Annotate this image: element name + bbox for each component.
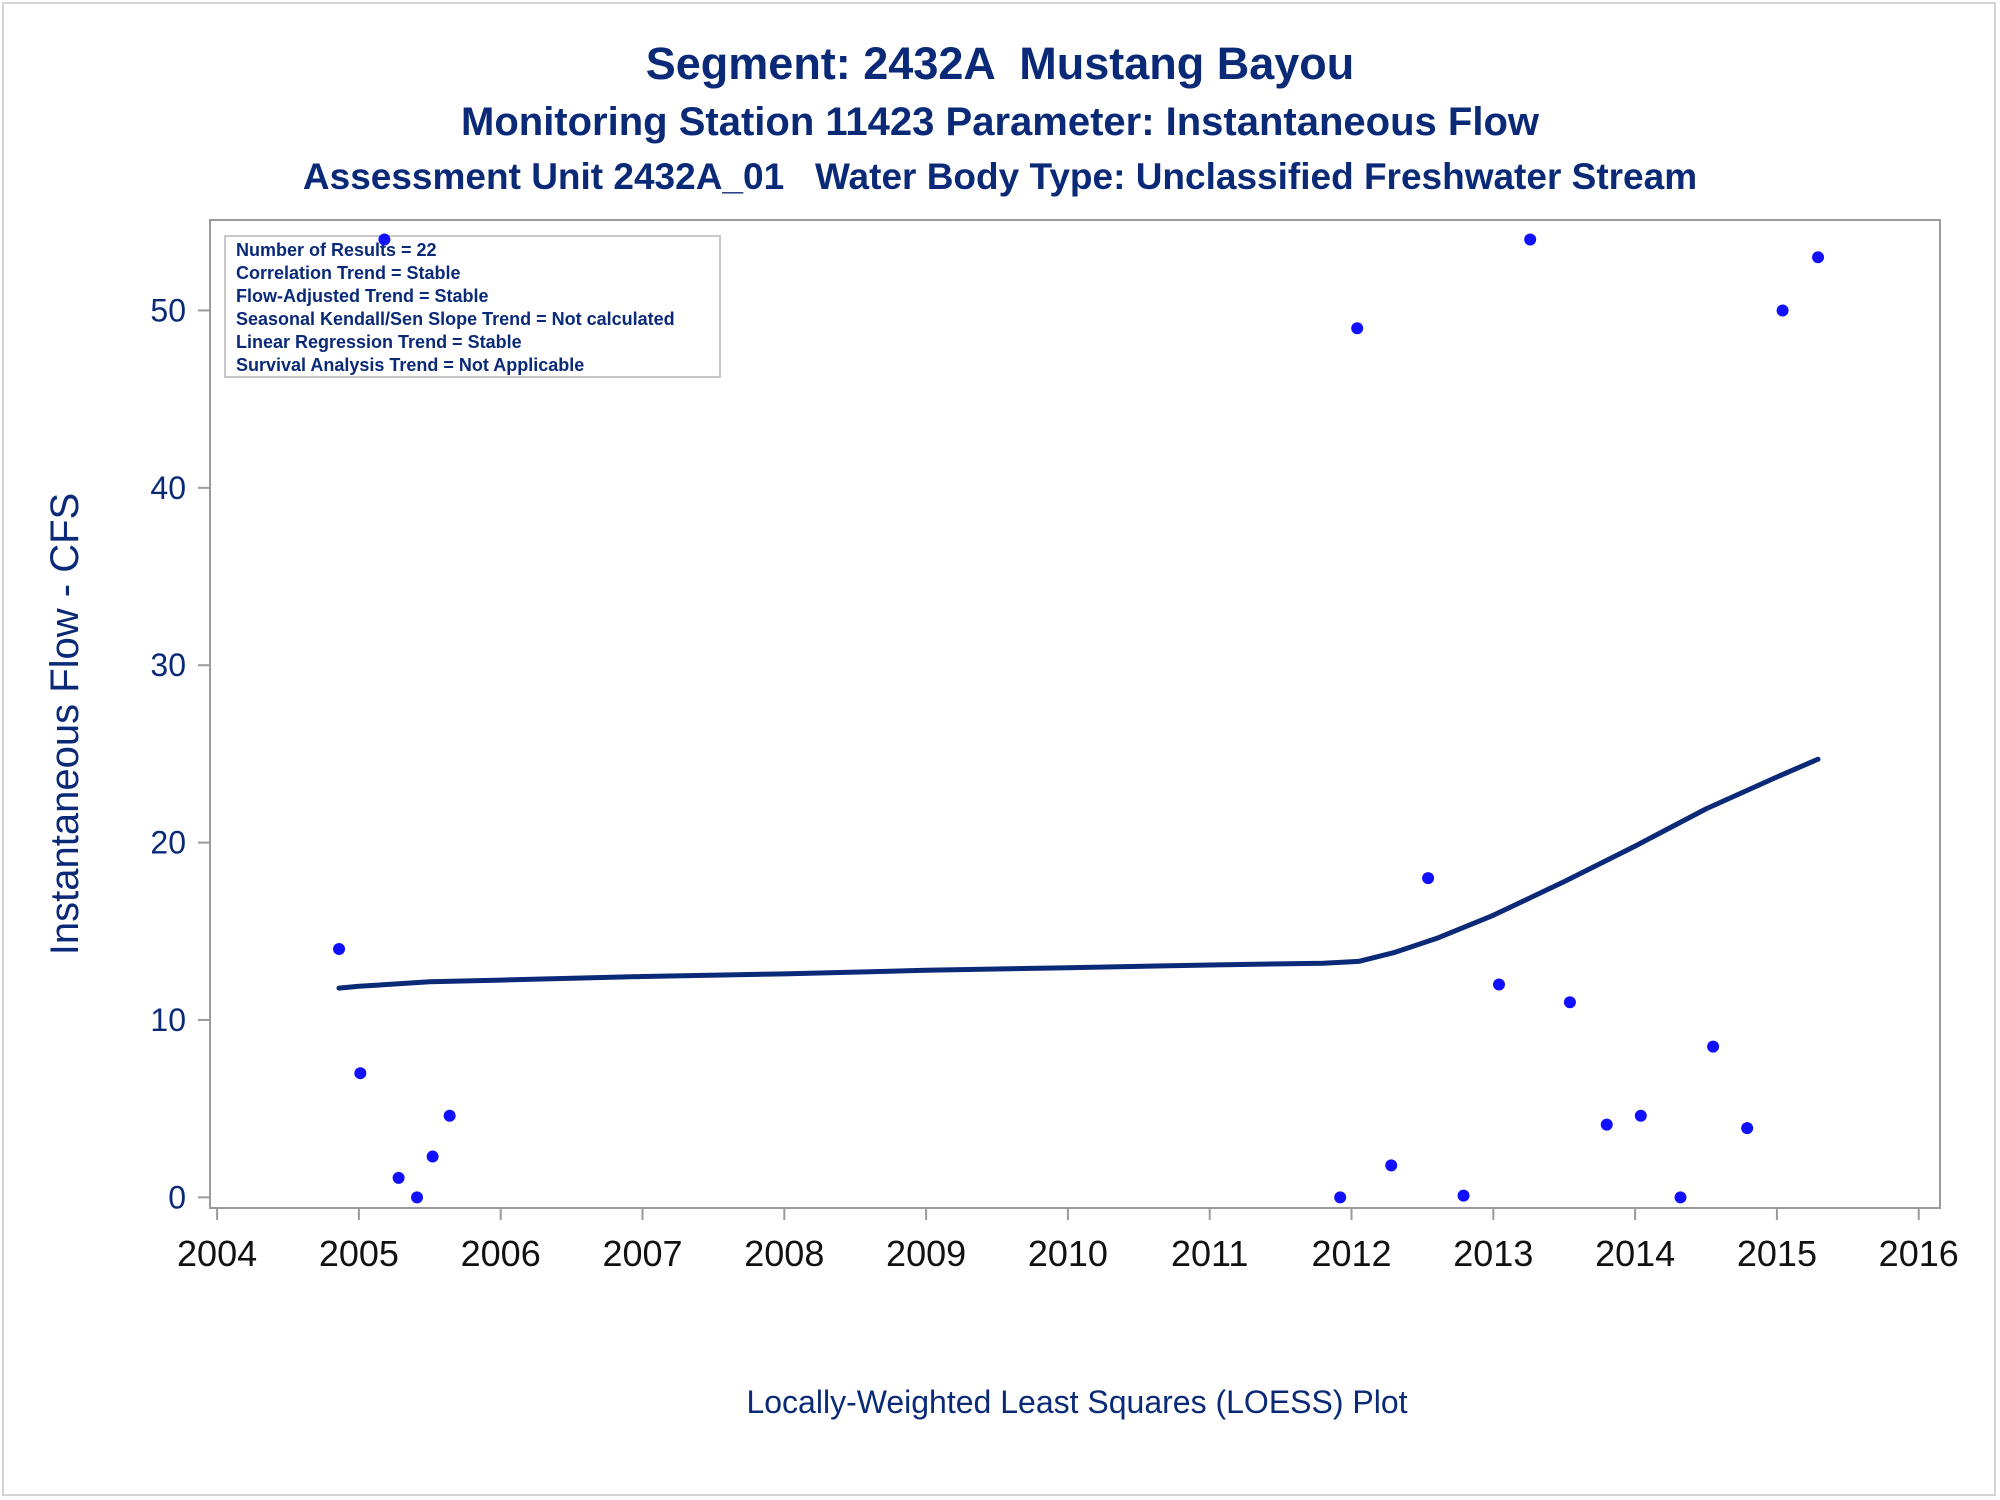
loess-trend-line [336,756,1821,991]
y-tick-label: 10 [150,1002,186,1038]
y-tick-label: 30 [150,647,186,683]
chart-title: Segment: 2432A Mustang Bayou [645,38,1355,89]
data-point [1492,978,1505,991]
chart-footnote: Locally-Weighted Least Squares (LOESS) P… [746,1384,1407,1420]
x-tick-label: 2013 [1453,1233,1533,1274]
x-tick-label: 2009 [886,1233,966,1274]
x-tick-label: 2007 [602,1233,682,1274]
stats-legend-line: Seasonal Kendall/Sen Slope Trend = Not c… [236,309,675,329]
plot-area [209,219,1941,1209]
y-tick-label: 40 [150,470,186,506]
data-point [1457,1189,1470,1202]
y-tick-label: 0 [168,1179,186,1215]
data-point [1674,1191,1687,1204]
stats-legend-line: Correlation Trend = Stable [236,263,461,283]
x-tick-label: 2008 [744,1233,824,1274]
data-point [1741,1122,1754,1135]
data-point [1524,233,1537,246]
data-point [1385,1159,1398,1172]
y-tick-label: 20 [150,825,186,861]
x-tick-label: 2004 [177,1233,257,1274]
stats-legend-line: Flow-Adjusted Trend = Stable [236,286,489,306]
data-point [1812,251,1825,264]
x-tick-label: 2011 [1171,1233,1248,1274]
x-tick-label: 2010 [1028,1233,1108,1274]
data-point [392,1171,405,1184]
x-tick-label: 2012 [1311,1233,1391,1274]
data-point [1334,1191,1347,1204]
data-point [1600,1118,1613,1131]
y-axis-title: Instantaneous Flow - CFS [43,493,87,955]
data-point [378,233,391,246]
data-point [333,943,346,956]
data-point [1776,304,1789,317]
chart-subtitle: Monitoring Station 11423 Parameter: Inst… [461,100,1539,144]
x-tick-label: 2005 [319,1233,399,1274]
chart-subtitle-2: Assessment Unit 2432A_01 Water Body Type… [302,156,1698,197]
data-point [1422,872,1435,885]
data-point [1563,996,1576,1009]
data-point [1351,322,1364,335]
stats-legend-line: Linear Regression Trend = Stable [236,332,522,352]
stats-legend-line: Survival Analysis Trend = Not Applicable [236,355,584,375]
x-tick-label: 2015 [1737,1233,1817,1274]
data-point [426,1150,439,1163]
data-point [1634,1109,1647,1122]
data-point [354,1067,367,1080]
x-tick-label: 2006 [461,1233,541,1274]
x-tick-label: 2014 [1595,1233,1675,1274]
data-point [411,1191,424,1204]
stats-legend-box [224,235,721,378]
y-tick-label: 50 [150,292,186,328]
data-point [443,1109,456,1122]
x-tick-label: 2016 [1879,1233,1959,1274]
stats-legend-line: Number of Results = 22 [236,240,437,260]
data-point [1707,1040,1720,1053]
